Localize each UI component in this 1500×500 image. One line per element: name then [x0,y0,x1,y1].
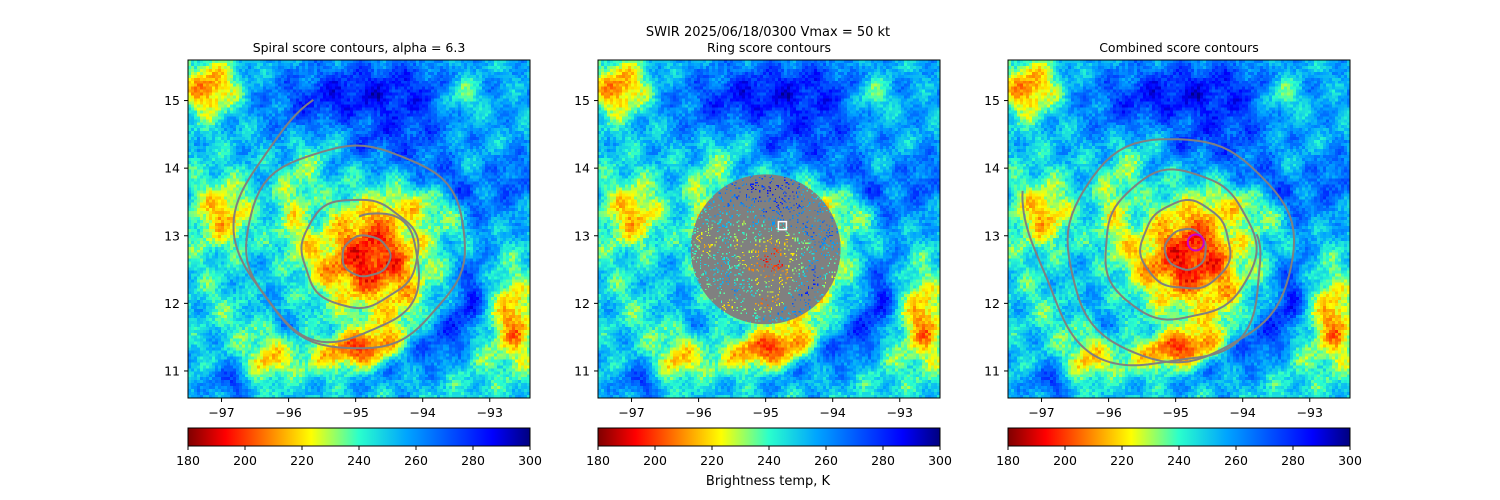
x-tick-label: −97 [1028,405,1054,420]
colorbar-tick-label: 300 [518,453,542,468]
y-tick-label: 13 [164,228,180,243]
brightness-temp-image [1008,60,1350,398]
y-tick-label: 12 [984,296,1000,311]
colorbar-tick-label: 260 [814,453,838,468]
ring-score-disk [690,174,841,325]
ring-score-panel: Ring score contours −97 −96 −95 −94 −93 11 12 13… [574,40,952,468]
x-tick-label: −95 [342,405,368,420]
y-tick-label: 13 [574,228,590,243]
x-tick-label: −97 [208,405,234,420]
colorbar [597,427,941,447]
colorbar-tick-label: 300 [928,453,952,468]
score-contour-line [232,98,420,344]
colorbar-tick-label: 220 [290,453,314,468]
score-contour-line [341,234,392,278]
panel-title: Ring score contours [707,40,831,55]
colorbar-tick-label: 240 [347,453,371,468]
colorbar-tick-label: 240 [757,453,781,468]
colorbar-tick-label: 240 [1167,453,1191,468]
colorbar-tick-label: 220 [1110,453,1134,468]
contour-group [1021,138,1296,367]
y-tick-label: 11 [984,363,1000,378]
x-tick-label: −96 [685,405,711,420]
x-tick-label: −95 [1162,405,1188,420]
axes-frame [597,59,941,399]
y-tick-label: 14 [984,161,1000,176]
score-contour-line [1066,138,1296,364]
combined-center-marker [1186,233,1205,252]
colorbar-tick-label: 180 [586,453,610,468]
colorbar-tick-label: 200 [643,453,667,468]
colorbar-tick-label: 180 [176,453,200,468]
figure-suptitle: SWIR 2025/06/18/0300 Vmax = 50 kt [646,25,890,40]
contour-group [690,174,841,325]
contour-group [232,98,466,350]
y-tick-label: 13 [984,228,1000,243]
colorbar [1007,427,1351,447]
x-tick-label: −93 [887,405,913,420]
x-tick-label: −93 [477,405,503,420]
colorbar [187,427,531,447]
x-tick-label: −94 [820,405,846,420]
y-tick-label: 12 [164,296,180,311]
y-tick-label: 11 [164,363,180,378]
combined-score-panel: Combined score contours −97 −96 −95 −94 −93 11… [984,40,1362,468]
colorbar-tick-label: 200 [233,453,257,468]
colorbar-tick-label: 280 [871,453,895,468]
y-tick-label: 14 [164,161,180,176]
score-contour-line [1104,168,1258,321]
x-tick-label: −97 [618,405,644,420]
axes-frame [187,59,531,399]
y-tick-label: 15 [574,93,590,108]
colorbar-tick-label: 200 [1053,453,1077,468]
score-contour-line [245,144,466,350]
x-tick-label: −96 [1095,405,1121,420]
x-tick-label: −96 [275,405,301,420]
score-contour-line [1021,190,1262,367]
y-tick-label: 14 [574,161,590,176]
y-tick-label: 15 [984,93,1000,108]
colorbar-tick-label: 260 [404,453,428,468]
x-tick-label: −93 [1297,405,1323,420]
y-tick-label: 12 [574,296,590,311]
x-tick-label: −94 [1230,405,1256,420]
colorbar-tick-label: 300 [1338,453,1362,468]
ring-center-marker [777,220,788,231]
spiral-score-panel: Spiral score contours, alpha = 6.3 −97 −96… [164,40,542,468]
score-contour-line [300,198,420,310]
y-tick-label: 15 [164,93,180,108]
x-tick-label: −95 [752,405,778,420]
score-contour-line [1139,199,1232,290]
colorbar-label: Brightness temp, K [706,474,831,489]
colorbar-tick-label: 180 [996,453,1020,468]
brightness-temp-image [188,60,530,398]
x-tick-label: −94 [410,405,436,420]
colorbar-tick-label: 220 [700,453,724,468]
axes-frame [1007,59,1351,399]
panel-title: Combined score contours [1099,40,1259,55]
y-tick-label: 11 [574,363,590,378]
colorbar-tick-label: 280 [461,453,485,468]
colorbar-tick-label: 260 [1224,453,1248,468]
score-contour-line [1163,227,1207,271]
panel-title: Spiral score contours, alpha = 6.3 [253,40,466,55]
colorbar-tick-label: 280 [1281,453,1305,468]
